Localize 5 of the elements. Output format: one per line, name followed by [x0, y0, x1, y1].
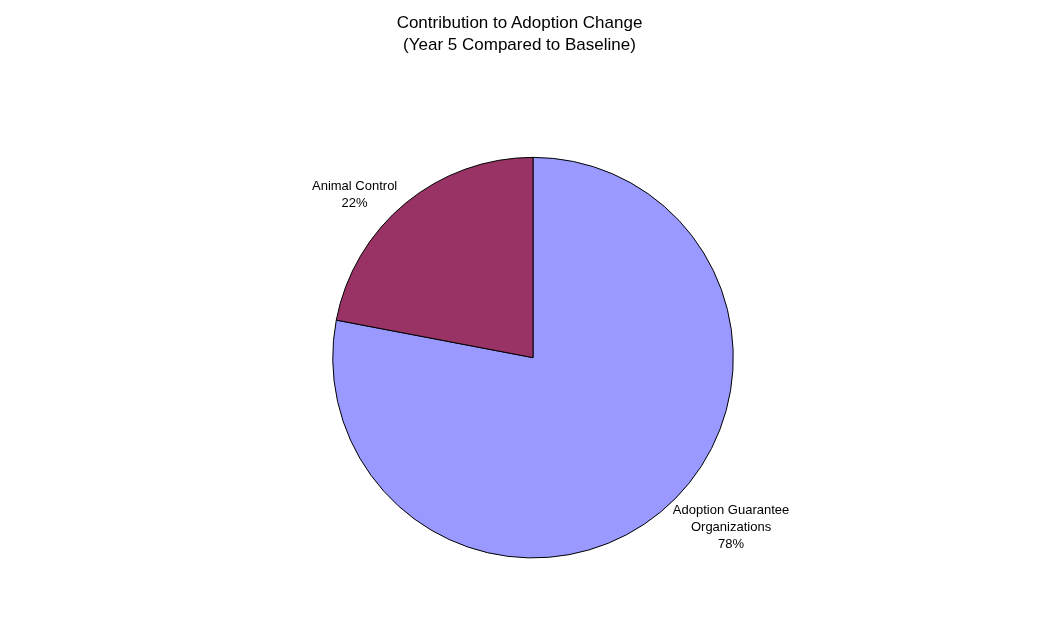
data-label: 22% [341, 194, 369, 210]
data-label: 78% [718, 535, 745, 551]
slice-label: Animal Control [312, 177, 398, 193]
slice-label: Adoption Guarantee Organizations [672, 502, 790, 534]
chart-title: Contribution to Adoption Change (Year 5 Compared to Baseline) [396, 12, 643, 55]
